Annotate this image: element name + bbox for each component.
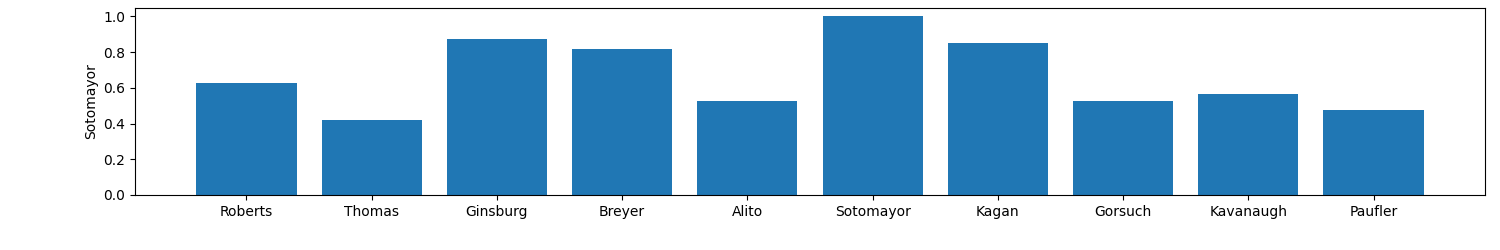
Bar	[1323, 110, 1424, 195]
Y-axis label: Sotomayor: Sotomayor	[84, 63, 98, 139]
Bar	[196, 84, 297, 195]
Bar	[822, 16, 922, 195]
Bar	[321, 120, 422, 195]
Bar	[447, 39, 548, 195]
Bar	[572, 50, 672, 195]
Bar	[1072, 102, 1173, 195]
Bar	[1198, 94, 1299, 195]
Bar	[698, 102, 798, 195]
Bar	[948, 43, 1048, 195]
